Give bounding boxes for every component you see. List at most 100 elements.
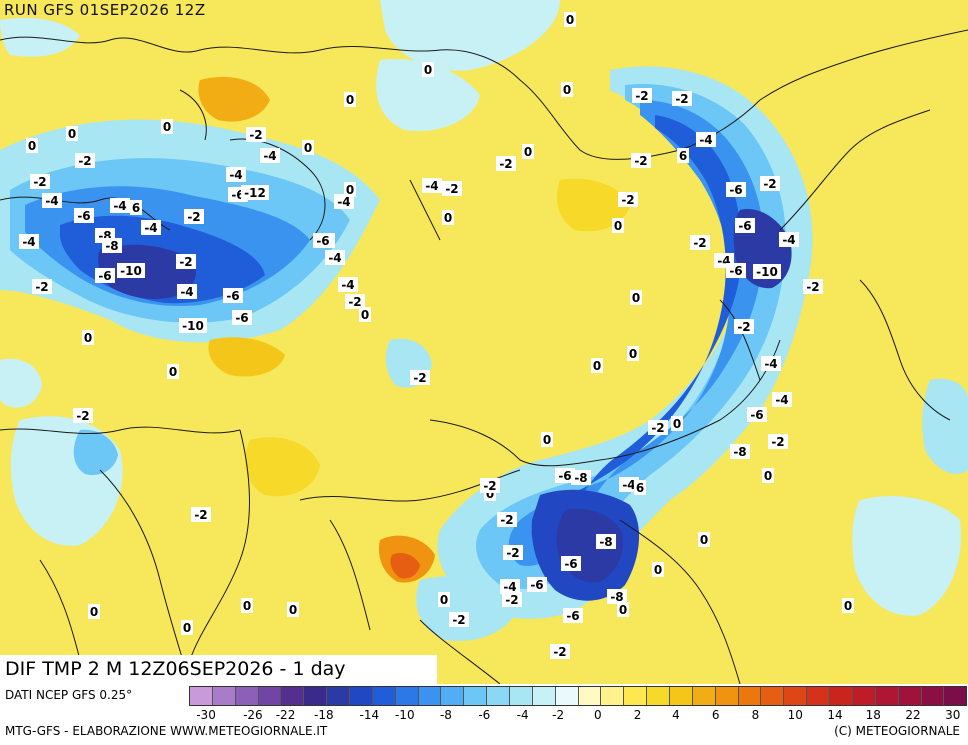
anomaly-value-label: -2: [690, 235, 710, 250]
label-text: -6: [77, 209, 90, 223]
label-background: [442, 210, 454, 225]
anomaly-value-label: 0: [522, 144, 534, 159]
anomaly-value-label: -2: [184, 209, 204, 224]
label-background: [130, 200, 142, 215]
label-text: 6: [132, 201, 140, 215]
label-background: [167, 364, 179, 379]
label-background: [698, 532, 710, 547]
anomaly-value-label: -4: [422, 178, 442, 193]
legend-tick-label: -22: [275, 708, 296, 722]
label-text: -2: [249, 128, 262, 142]
label-text: -6: [738, 219, 751, 233]
label-background: [422, 62, 434, 77]
label-text: 0: [619, 603, 627, 617]
label-text: 0: [346, 183, 354, 197]
anomaly-value-label: -2: [496, 156, 516, 171]
anomaly-value-label: -4: [226, 167, 246, 182]
anomaly-value-label: -4: [500, 579, 520, 594]
legend-swatch: [601, 687, 625, 705]
legend-tick-label: -14: [359, 708, 380, 722]
label-text: 0: [346, 93, 354, 107]
label-text: 0: [629, 347, 637, 361]
label-text: -2: [413, 371, 426, 385]
label-background: [241, 598, 253, 613]
label-text: 0: [673, 417, 681, 431]
label-background: [555, 468, 575, 483]
anomaly-value-label: -6: [223, 288, 243, 303]
label-background: [747, 407, 767, 422]
legend-swatch: [212, 687, 236, 705]
label-background: [730, 444, 750, 459]
label-background: [672, 91, 692, 106]
label-background: [803, 279, 823, 294]
label-background: [618, 192, 638, 207]
anomaly-value-label: -2: [502, 592, 522, 607]
anomaly-value-label: 0: [698, 532, 710, 547]
label-background: [344, 182, 356, 197]
label-text: -4: [263, 149, 276, 163]
label-text: -4: [113, 199, 126, 213]
label-background: [191, 507, 211, 522]
label-background: [617, 602, 629, 617]
label-background: [726, 182, 746, 197]
label-background: [226, 167, 246, 182]
label-text: -2: [348, 295, 361, 309]
label-text: -2: [806, 280, 819, 294]
label-text: 0: [486, 487, 494, 501]
label-text: -6: [226, 289, 239, 303]
label-text: 0: [28, 139, 36, 153]
anomaly-value-label: -2: [631, 153, 651, 168]
label-background: [591, 358, 603, 373]
anomaly-value-label: -4: [110, 198, 130, 213]
label-text: -4: [328, 251, 341, 265]
anomaly-value-label: 0: [287, 602, 299, 617]
anomaly-value-label: -10: [179, 318, 207, 333]
label-text: -8: [733, 445, 746, 459]
warm-anomaly-patches: [198, 76, 630, 583]
anomaly-value-label: -4: [696, 132, 716, 147]
anomaly-value-label: 0: [82, 330, 94, 345]
label-text: -2: [500, 513, 513, 527]
anomaly-value-label: 0: [652, 562, 664, 577]
label-text: -2: [483, 479, 496, 493]
anomaly-value-label: -2: [803, 279, 823, 294]
legend-tick-label: 18: [865, 708, 881, 722]
label-background: [246, 127, 266, 142]
legend-swatch: [487, 687, 511, 705]
anomaly-value-label: -2: [191, 507, 211, 522]
anomaly-value-label: -4: [260, 148, 280, 163]
label-text: -2: [506, 546, 519, 560]
legend-tick-label: 4: [672, 708, 680, 722]
label-background: [176, 254, 196, 269]
label-text: -2: [505, 593, 518, 607]
legend-swatch: [304, 687, 328, 705]
anomaly-value-label: 0: [302, 140, 314, 155]
label-text: -2: [33, 175, 46, 189]
legend-swatch: [350, 687, 373, 705]
anomaly-value-label: -6: [95, 268, 115, 283]
label-background: [66, 126, 78, 141]
label-text: -4: [699, 133, 712, 147]
label-background: [73, 408, 93, 423]
anomaly-value-label: -2: [672, 91, 692, 106]
label-background: [102, 238, 122, 253]
anomaly-value-label: -6: [313, 233, 333, 248]
label-text: 0: [243, 599, 251, 613]
color-scale-ticks: -30 -26 -22 -18 -14 -10 -8 -6 -4 -2 0 2 4 6 8 10 14 18 22 3…: [189, 708, 967, 722]
anomaly-value-label: 0: [161, 119, 173, 134]
label-text: -4: [22, 235, 35, 249]
label-background: [480, 478, 500, 493]
anomaly-value-label: 0: [344, 92, 356, 107]
label-text: 0: [844, 599, 852, 613]
anomaly-value-label: -2: [449, 612, 469, 627]
label-background: [648, 420, 668, 435]
credit-left: MTG-GFS - ELABORAZIONE WWW.METEOGIORNALE…: [5, 724, 328, 738]
anomaly-value-label: -2: [648, 420, 668, 435]
anomaly-value-label: 0: [167, 364, 179, 379]
label-background: [30, 174, 50, 189]
legend-swatch: [418, 687, 442, 705]
anomaly-value-label: -6: [555, 468, 575, 483]
label-background: [696, 132, 716, 147]
label-background: [241, 185, 269, 200]
